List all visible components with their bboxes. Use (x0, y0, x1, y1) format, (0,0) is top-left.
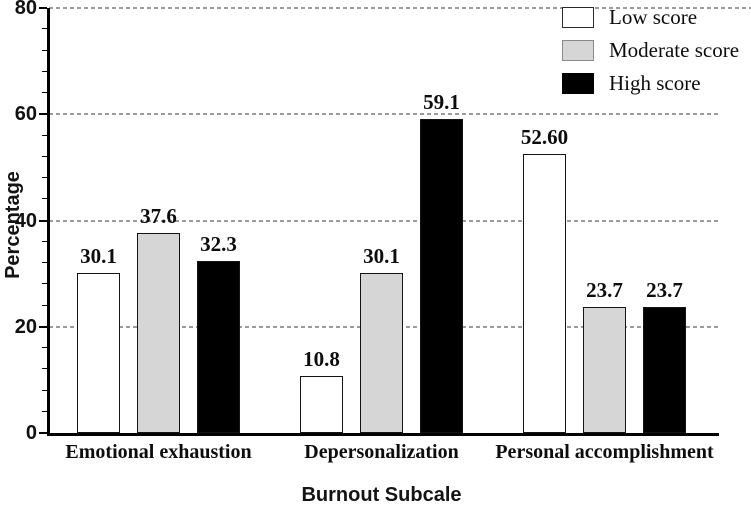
y-minor-tick (42, 177, 47, 178)
y-minor-tick (42, 134, 47, 136)
category-label-0: Emotional exhaustion (65, 441, 252, 463)
y-minor-tick (42, 368, 47, 370)
bar-low-score (523, 154, 566, 433)
y-major-tick (39, 7, 47, 9)
y-tick-label-60: 60 (14, 103, 37, 126)
bar-value-label: 30.1 (363, 244, 400, 268)
y-major-tick (39, 325, 47, 328)
y-tick-label-80: 80 (14, 0, 37, 19)
bar-value-label: 59.1 (423, 90, 460, 114)
y-minor-tick (42, 347, 47, 348)
bar-wrap: 30.1 (360, 244, 403, 433)
bar-low-score (77, 273, 120, 433)
y-major-tick (39, 219, 47, 222)
legend-swatch (562, 40, 594, 61)
legend-label: Moderate score (609, 38, 740, 62)
bar-moderate-score (137, 233, 180, 433)
legend-item-high-score: High score (562, 73, 739, 94)
bar-low-score (300, 376, 343, 433)
bar-wrap: 32.3 (197, 232, 240, 433)
y-minor-tick (42, 92, 47, 93)
legend-swatch (562, 73, 594, 94)
bar-value-label: 10.8 (303, 347, 340, 371)
y-minor-tick (42, 304, 47, 306)
gridline-40 (49, 219, 718, 222)
plot-area (47, 8, 719, 436)
bar-high-score (643, 307, 686, 433)
legend: Low score Moderate score High score (562, 7, 739, 106)
bar-group-1: 10.8 30.1 59.1 (270, 8, 493, 433)
bar-value-label: 32.3 (200, 232, 237, 256)
gridline-80 (49, 7, 751, 9)
legend-label: High score (609, 71, 701, 95)
bar-high-score (197, 261, 240, 433)
bar-wrap: 37.6 (137, 204, 180, 433)
bar-wrap: 10.8 (300, 347, 343, 433)
bar-value-label: 52.60 (520, 125, 569, 149)
bar-group-0: 30.1 37.6 32.3 (47, 8, 270, 433)
y-tick-label-40: 40 (14, 209, 37, 232)
bar-wrap: 30.1 (77, 244, 120, 433)
bar-wrap: 23.7 (583, 278, 626, 433)
y-minor-tick (42, 262, 47, 263)
bars-layer: 30.1 37.6 32.3 10.8 30.1 59.1 52.60 23.7 23.7 (47, 8, 716, 433)
bar-value-label: 30.1 (80, 244, 117, 268)
category-label-1: Depersonalization (304, 441, 459, 463)
y-minor-tick (42, 70, 47, 72)
y-minor-tick (42, 389, 47, 391)
bar-wrap: 52.60 (521, 125, 568, 433)
y-minor-tick (42, 28, 47, 30)
bar-value-label: 23.7 (646, 278, 683, 302)
y-minor-tick (42, 198, 47, 200)
y-major-tick (39, 113, 47, 116)
y-major-tick (39, 432, 47, 434)
y-minor-tick (42, 240, 47, 242)
bar-wrap: 23.7 (643, 278, 686, 433)
y-minor-tick (42, 49, 47, 51)
y-minor-tick (42, 410, 47, 412)
legend-swatch (562, 7, 594, 28)
bar-wrap: 59.1 (420, 90, 463, 433)
legend-item-moderate-score: Moderate score (562, 40, 739, 61)
x-axis-title: Burnout Subcale (301, 484, 462, 506)
bar-moderate-score (583, 307, 626, 433)
bar-group-2: 52.60 23.7 23.7 (493, 8, 716, 433)
bar-value-label: 23.7 (586, 278, 623, 302)
bar-high-score (420, 119, 463, 433)
y-tick-label-20: 20 (14, 315, 37, 338)
category-label-2: Personal accomplishment (495, 441, 714, 463)
legend-label: Low score (609, 5, 698, 29)
y-minor-tick (42, 283, 47, 285)
y-minor-tick (42, 155, 47, 157)
bar-value-label: 37.6 (140, 204, 177, 228)
bar-moderate-score (360, 273, 403, 433)
gridline-60 (49, 113, 718, 116)
y-tick-label-0: 0 (25, 422, 37, 444)
legend-item-low-score: Low score (562, 7, 739, 28)
x-category-labels: Emotional exhaustion Depersonalization Per… (47, 441, 716, 464)
